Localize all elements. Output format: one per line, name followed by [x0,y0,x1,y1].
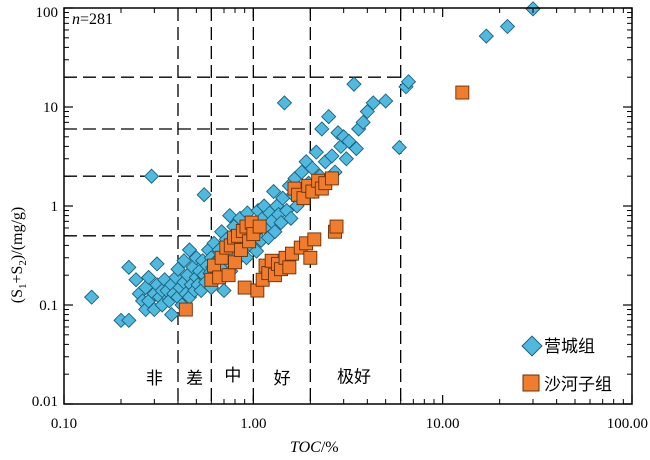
data-point-yingcheng [283,210,299,227]
data-point-yingcheng [216,282,232,299]
data-point-yingcheng [391,139,407,156]
grading-lines [64,8,402,404]
data-point-shahezi [303,250,318,265]
legend: 营城组 沙河子组 [521,335,612,395]
data-point-yingcheng [143,168,160,184]
data-point-yingcheng [121,259,137,275]
data-point-shahezi [221,268,236,283]
data-point-yingcheng [176,253,192,269]
legend-label-yingcheng: 营城组 [544,337,595,357]
data-point-yingcheng [314,121,330,137]
zone-label: 非 [146,369,163,389]
y-tick-label: 100 [36,5,59,21]
data-point-yingcheng [478,28,494,44]
data-point-yingcheng [196,187,212,203]
x-tick-label: 10.00 [426,416,460,432]
data-point-yingcheng [121,312,137,328]
data-point-shahezi [228,255,242,270]
zone-label: 中 [224,366,241,386]
data-point-shahezi [455,85,470,100]
zone-labels: 非 差 中 好 极好 [146,366,371,389]
data-point-yingcheng [346,76,362,92]
data-points [84,1,541,328]
data-point-yingcheng [321,108,337,125]
x-axis-title: TOC/% [290,439,339,456]
data-point-yingcheng [141,269,157,286]
data-point-yingcheng [276,95,293,111]
y-tick-label: 10 [43,100,58,116]
y-axis-title: (S1+S2)/(mg/g) [9,207,29,303]
data-point-yingcheng [400,74,417,90]
y-tick-label: 0.01 [32,394,58,410]
data-point-shahezi [237,280,252,295]
data-point-shahezi [307,232,322,247]
data-point-yingcheng [163,306,180,323]
data-point-yingcheng [265,183,282,200]
data-point-shahezi [324,171,339,186]
y-tick-label: 1 [51,199,59,215]
legend-marker-shahezi [522,374,540,392]
zone-label: 好 [274,369,291,389]
y-tick-label: 0.1 [39,298,58,314]
data-point-shahezi [282,260,297,275]
data-point-yingcheng [338,151,355,167]
data-point-yingcheng [149,256,165,272]
data-point-yingcheng [348,140,364,157]
data-point-yingcheng [324,148,340,164]
data-point-yingcheng [267,224,283,240]
data-point-shahezi [329,219,344,234]
legend-label-shahezi: 沙河子组 [544,375,612,395]
legend-marker-yingcheng [521,335,543,357]
data-point-yingcheng [341,133,357,149]
plot-frame [63,7,633,405]
x-tick-label: 100.00 [607,416,648,432]
data-point-yingcheng [181,242,198,258]
data-point-yingcheng [355,114,371,130]
data-point-shahezi [252,219,267,234]
zone-label: 极好 [337,367,371,387]
data-point-yingcheng [84,289,100,305]
zone-label: 差 [186,369,203,389]
data-point-shahezi [178,302,193,317]
data-point-yingcheng [378,93,394,109]
data-point-yingcheng [365,95,381,111]
x-tick-label: 1.00 [240,416,266,432]
x-tick-label: 0.10 [51,416,77,432]
sample-count-annotation: n=281 [72,11,113,28]
data-point-yingcheng [499,18,516,35]
data-point-yingcheng [308,144,324,160]
axis-ticks: 0.10 1.00 10.00 100.00 0.01 0.1 1 10 100 [32,5,648,432]
data-point-yingcheng [128,272,144,288]
